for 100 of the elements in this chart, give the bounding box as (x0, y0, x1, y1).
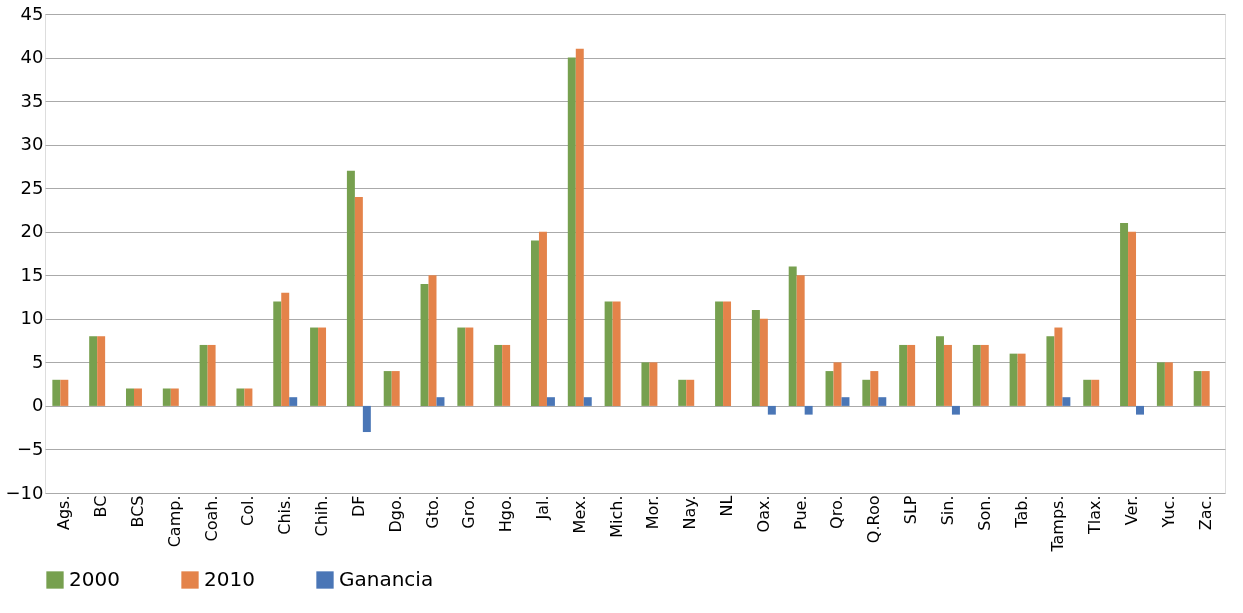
bar (310, 327, 319, 406)
bar (89, 336, 98, 406)
bar (862, 379, 871, 406)
bar (1091, 379, 1100, 406)
bar (465, 327, 474, 406)
bar (612, 301, 621, 406)
bar (97, 336, 106, 406)
x-tick-label: Nay. (680, 495, 700, 530)
legend-label: Ganancia (339, 567, 434, 591)
bar (133, 388, 142, 406)
bar (1083, 379, 1092, 406)
legend-label: 2000 (69, 567, 120, 591)
bar (567, 57, 576, 406)
x-tick-label: Mex. (569, 495, 589, 534)
x-tick-label: Oax. (753, 495, 773, 533)
x-tick-label: Coah. (201, 495, 221, 542)
y-tick-label: −5 (16, 437, 44, 459)
bar (383, 371, 392, 406)
bar (236, 388, 245, 406)
bar (649, 362, 658, 406)
y-tick-label: 20 (20, 220, 44, 242)
bar (502, 344, 511, 406)
bar (715, 301, 724, 406)
x-tick-label: Pue. (790, 495, 810, 530)
bar (530, 240, 539, 406)
x-tick-label: Gto. (422, 495, 442, 529)
x-tick-label: Col. (238, 495, 258, 526)
bar (170, 388, 179, 406)
x-tick-label: Qro. (827, 495, 847, 529)
bar (767, 405, 776, 415)
bar (391, 371, 400, 406)
bar (52, 379, 61, 406)
bar (972, 344, 981, 406)
x-tick-label: SLP (901, 495, 921, 525)
bar (943, 344, 952, 406)
x-tick-label: Zac. (1195, 495, 1215, 531)
x-tick-label: Tlax. (1085, 495, 1105, 536)
x-tick-label: BCS (127, 495, 147, 528)
x-tick-label: Dgo. (385, 495, 405, 533)
bar (907, 344, 916, 406)
bar (457, 327, 466, 406)
bar (1046, 336, 1055, 406)
bar (289, 397, 298, 406)
bar (604, 301, 613, 406)
y-tick-label: 15 (20, 263, 44, 285)
x-tick-label: Chih. (312, 495, 332, 537)
bar (126, 388, 134, 406)
bar (980, 344, 989, 406)
bar (199, 344, 208, 406)
bar (1193, 371, 1202, 406)
bar (1017, 353, 1026, 406)
bar (1009, 353, 1018, 406)
bar (538, 231, 547, 406)
bar (1054, 327, 1063, 406)
y-tick-label: 25 (20, 176, 44, 198)
x-tick-label: BC (91, 495, 111, 518)
bar (678, 379, 687, 406)
x-tick-label: Mor. (643, 495, 663, 530)
bar (420, 283, 429, 406)
x-tick-label: Camp. (164, 495, 184, 548)
bar (1062, 397, 1071, 406)
x-tick-label: Jal. (532, 495, 552, 521)
x-tick-label: NL (717, 495, 737, 517)
bar (60, 379, 69, 406)
x-tick-label: Tab. (1011, 495, 1031, 529)
x-tick-label: Yuc. (1158, 495, 1178, 529)
y-tick-label: 0 (32, 394, 44, 416)
y-tick-label: 35 (20, 89, 44, 111)
bar (1164, 362, 1173, 406)
bar (575, 48, 584, 406)
bar (244, 388, 253, 406)
bar (641, 362, 650, 406)
y-tick-label: −10 (5, 481, 44, 503)
x-tick-label: Gro. (459, 495, 479, 529)
bar (796, 275, 805, 406)
bar (1128, 231, 1137, 406)
bar (362, 405, 371, 433)
x-tick-label: Ver. (1122, 495, 1142, 526)
bar (162, 388, 171, 406)
y-tick-label: 10 (20, 307, 44, 329)
bar (870, 371, 879, 406)
bar (804, 405, 813, 415)
x-tick-label: Ags. (54, 495, 74, 531)
bar (354, 196, 363, 406)
y-tick-label: 45 (20, 2, 44, 24)
legend-label: 2010 (204, 567, 255, 591)
bar (273, 301, 282, 406)
bar (583, 397, 592, 406)
bar (436, 397, 445, 406)
y-tick-label: 30 (20, 133, 44, 155)
y-tick-label: 40 (20, 46, 44, 68)
bar (318, 327, 327, 406)
bar (878, 397, 887, 406)
bar (281, 292, 290, 406)
bar (788, 266, 797, 406)
bar (825, 371, 834, 406)
bar (899, 344, 908, 406)
x-tick-label: Q.Roo (864, 495, 884, 544)
bar (1201, 371, 1210, 406)
bar (935, 336, 944, 406)
